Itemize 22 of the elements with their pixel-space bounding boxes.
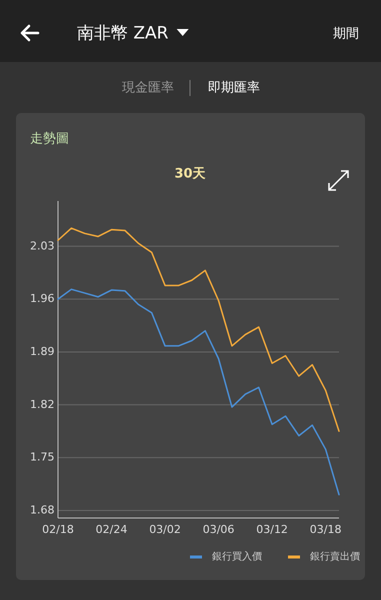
y-tick-label: 1.75 [30, 450, 54, 464]
text: 南非幣 ZAR [77, 24, 169, 44]
x-tick-label: 03/12 [256, 523, 288, 536]
x-tick-label: 03/06 [202, 523, 234, 536]
text: 現金匯率 [122, 80, 174, 96]
chart-title: 走勢圖 [30, 132, 69, 147]
y-tick-label: 1.89 [30, 344, 54, 358]
text: 即期匯率 [208, 80, 260, 96]
x-tick-label: 02/24 [96, 523, 128, 536]
y-tick-label: 1.96 [30, 292, 54, 306]
chart-subtitle: 30天 [174, 166, 207, 182]
text: 期間 [333, 26, 359, 42]
legend-label: 銀行買入價 [212, 550, 262, 563]
x-tick-label: 03/18 [310, 523, 342, 536]
line-series [57, 288, 340, 496]
legend-label: 銀行賣出價 [310, 550, 360, 563]
y-tick-label: 2.03 [30, 239, 54, 252]
y-tick-label: 1.68 [30, 503, 54, 516]
x-tick-label: 03/02 [149, 523, 181, 536]
line-series [57, 227, 340, 432]
x-tick-label: 02/18 [42, 523, 74, 536]
y-tick-label: 1.82 [30, 398, 54, 411]
